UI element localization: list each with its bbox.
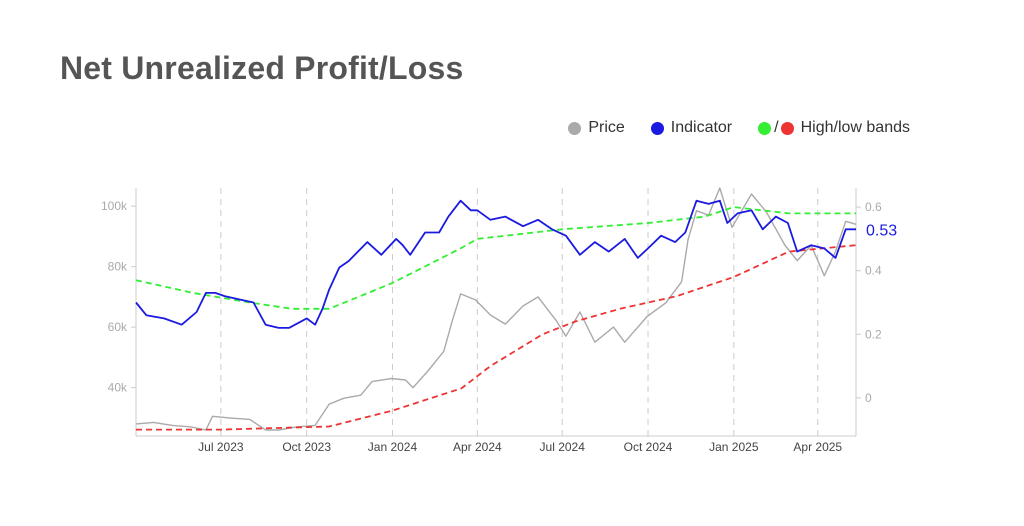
axes [131,188,861,437]
left-tick-label: 40k [108,381,128,395]
high-band-line [135,206,856,310]
page-title: Net Unrealized Profit/Loss [60,50,464,86]
left-tick-label: 60k [108,320,128,334]
x-tick-label: Apr 2024 [453,440,502,454]
low-band-legend-dot-icon [780,121,794,135]
legend-label-price: Price [588,119,625,136]
x-tick-label: Jan 2024 [368,440,418,454]
price-legend-dot-icon [568,121,582,135]
x-tick-label: Jul 2023 [198,440,244,454]
indicator-line [135,199,856,329]
price-line [135,187,857,431]
series-lines [135,187,857,431]
left-tick-label: 80k [108,260,128,274]
high-band-legend-dot-icon [758,121,772,135]
legend-label-bands: High/low bands [800,119,910,136]
legend-item-bands[interactable]: / High/low bands [758,119,910,137]
x-tick-label: Jan 2025 [709,440,759,454]
right-tick-label: 0.2 [865,327,882,341]
right-tick-label: 0.6 [865,200,882,214]
legend-item-price[interactable]: Price [568,119,625,137]
legend-item-indicator[interactable]: Indicator [650,119,733,137]
x-tick-label: Oct 2023 [282,440,331,454]
x-tick-label: Oct 2024 [624,440,673,454]
right-tick-label: 0.4 [865,264,882,278]
chart-legend: Price Indicator / High/low bands [542,119,910,137]
last-value-label: 0.53 [866,222,897,239]
indicator-legend-dot-icon [650,121,664,135]
x-tick-label: Jul 2024 [540,440,586,454]
grid-lines [220,188,819,436]
tick-labels: Jul 2023 Oct 2023 Jan 2024 Apr 2024 Jul 2024… [101,199,897,454]
legend-label-indicator: Indicator [670,119,733,136]
right-tick-label: 0 [865,391,872,405]
low-band-line [136,244,857,431]
left-tick-label: 100k [101,199,128,213]
legend-slash: / [774,119,779,136]
x-tick-label: Apr 2025 [793,440,842,454]
